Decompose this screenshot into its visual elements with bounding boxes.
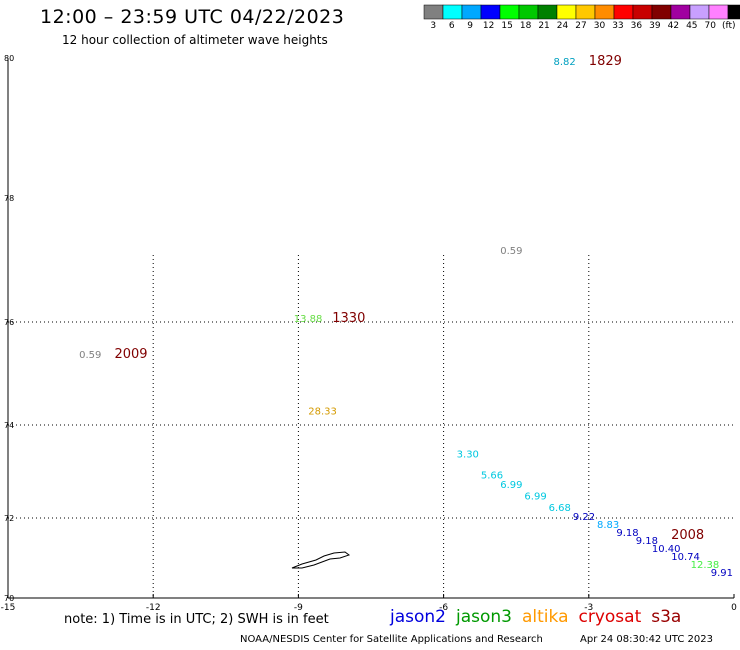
satellite-jason3: jason3 bbox=[456, 607, 512, 627]
island-outline bbox=[291, 551, 351, 569]
swh-value-label: 0.59 bbox=[79, 350, 101, 361]
timestamp-text: Apr 24 08:30:42 UTC 2023 bbox=[580, 634, 713, 645]
satellite-s3a: s3a bbox=[651, 607, 682, 627]
swh-value-label: 8.83 bbox=[597, 520, 619, 531]
lon-tick-label: -15 bbox=[1, 603, 16, 613]
swh-value-label: 10.40 bbox=[652, 544, 681, 555]
swh-value-label: 9.91 bbox=[711, 568, 733, 579]
swh-value-label: 10.74 bbox=[671, 552, 700, 563]
swh-value-label: 5.66 bbox=[481, 470, 503, 481]
color-scale-label: 70 bbox=[704, 21, 716, 31]
color-scale-label: 21 bbox=[538, 21, 550, 31]
color-scale-label: 39 bbox=[649, 21, 661, 31]
color-scale-label: 36 bbox=[630, 21, 643, 31]
swh-value-label: 3.30 bbox=[457, 450, 479, 461]
swh-value-label: 6.99 bbox=[524, 491, 546, 502]
swh-value-label: 8.82 bbox=[553, 57, 575, 68]
swh-value-label: 13.88 bbox=[294, 314, 323, 325]
lon-tick-label: -6 bbox=[439, 603, 448, 613]
satellite-jason2: jason2 bbox=[390, 607, 446, 627]
lat-tick-label: 78 bbox=[4, 194, 14, 203]
color-scale-label: 18 bbox=[519, 21, 532, 31]
color-scale-label: 24 bbox=[556, 21, 569, 31]
color-scale-label: 42 bbox=[667, 21, 680, 31]
color-scale-bar bbox=[423, 4, 740, 20]
pass-time-label: 1829 bbox=[589, 54, 622, 69]
color-scale-label: (ft) bbox=[721, 21, 736, 31]
swh-value-label: 0.59 bbox=[500, 246, 522, 257]
page-title: 12:00 – 23:59 UTC 04/22/2023 bbox=[40, 6, 345, 28]
color-scale-label: 15 bbox=[501, 21, 513, 31]
pass-time-label: 1330 bbox=[332, 311, 365, 326]
satellite-legend: jason2 jason3 altika cryosat s3a bbox=[390, 607, 681, 627]
lat-tick-label: 74 bbox=[4, 421, 14, 430]
lat-tick-label: 80 bbox=[4, 54, 14, 63]
note-text: note: 1) Time is in UTC; 2) SWH is in fe… bbox=[64, 612, 329, 627]
swh-value-label: 6.68 bbox=[549, 503, 571, 514]
page-subtitle: 12 hour collection of altimeter wave hei… bbox=[62, 33, 328, 47]
satellite-altika: altika bbox=[522, 607, 569, 627]
lat-tick-label: 70 bbox=[4, 594, 14, 603]
color-scale-label: 30 bbox=[593, 21, 606, 31]
lon-tick-label: -9 bbox=[294, 603, 303, 613]
color-scale-label: 3 bbox=[430, 21, 437, 31]
swh-value-label: 12.38 bbox=[691, 560, 720, 571]
color-swatch bbox=[727, 4, 740, 20]
pass-time-label: 2008 bbox=[671, 528, 704, 543]
lon-tick-label: 0 bbox=[731, 603, 737, 613]
swh-value-label: 9.22 bbox=[573, 512, 595, 523]
lon-tick-label: -12 bbox=[146, 603, 161, 613]
swh-value-label: 9.18 bbox=[616, 528, 638, 539]
lat-tick-label: 72 bbox=[4, 514, 14, 523]
color-scale-label: 12 bbox=[482, 21, 495, 31]
swh-value-label: 28.33 bbox=[308, 407, 337, 418]
color-scale-labels: 3 6 9 12 15 18 21 24 27 30 33 36 39 42 45 70 (ft) bbox=[424, 21, 738, 35]
satellite-cryosat: cryosat bbox=[578, 607, 642, 627]
color-scale-label: 45 bbox=[686, 21, 698, 31]
swh-value-label: 6.99 bbox=[500, 480, 522, 491]
color-scale-label: 6 bbox=[448, 21, 455, 31]
color-scale-label: 9 bbox=[467, 21, 474, 31]
credit-text: NOAA/NESDIS Center for Satellite Applica… bbox=[240, 634, 543, 645]
lon-tick-label: -3 bbox=[584, 603, 593, 613]
lat-tick-label: 76 bbox=[4, 318, 14, 327]
color-scale-label: 27 bbox=[575, 21, 587, 31]
wave-height-map: 70 72 74 76 78 80 -15 -12 -9 -6 -3 0 8.82 0.59 13.88 0.… bbox=[1, 54, 737, 613]
pass-time-label: 2009 bbox=[114, 347, 147, 362]
swh-value-label: 9.18 bbox=[636, 536, 658, 547]
color-scale-label: 33 bbox=[612, 21, 624, 31]
